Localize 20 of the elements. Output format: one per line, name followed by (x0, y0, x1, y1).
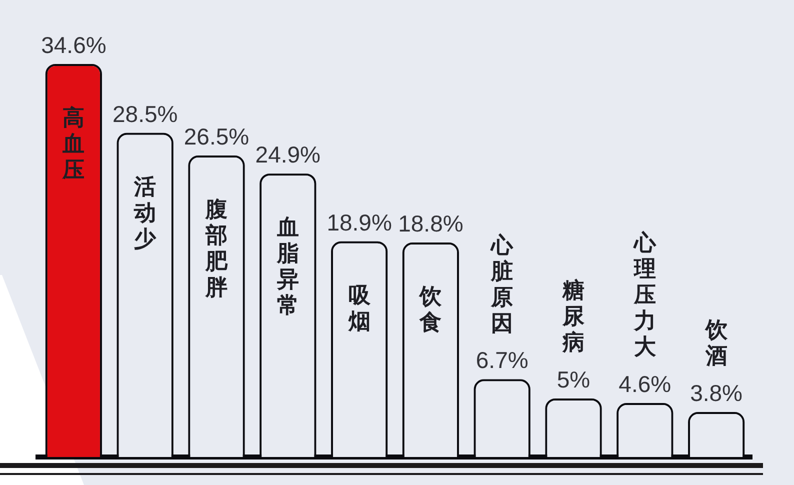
data-label: 4.6% (618, 370, 672, 397)
x-tick-label: 糖尿病 (562, 278, 586, 355)
data-label: 6.7% (476, 347, 528, 374)
x-tick-label: 饮食 (418, 284, 443, 335)
x-tick-label: 高血压 (62, 105, 85, 182)
data-label: 26.5% (184, 123, 250, 150)
x-tick-label: 活动少 (133, 174, 158, 251)
x-tick-label: 饮酒 (704, 317, 728, 368)
data-label: 34.6% (41, 32, 106, 58)
data-label: 3.8% (690, 380, 743, 406)
x-tick-label: 心理压力大 (632, 230, 657, 360)
x-tick-label: 心脏原因 (490, 232, 514, 336)
data-label: 5% (556, 366, 590, 392)
x-tick-label: 吸烟 (347, 282, 372, 334)
data-label: 18.8% (398, 210, 464, 236)
data-label: 24.9% (255, 141, 321, 168)
data-label: 28.5% (112, 100, 178, 127)
x-tick-label: 腹部肥胖 (204, 196, 228, 300)
x-tick-label: 血脂异常 (276, 214, 299, 318)
data-label: 18.9% (326, 209, 392, 236)
